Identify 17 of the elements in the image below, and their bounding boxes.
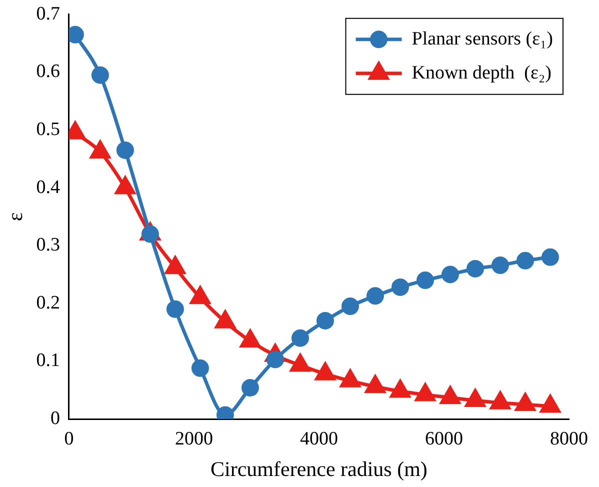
legend-label: Planar sensors (ε₁) [412,28,554,50]
y-tick-label: 0 [50,408,60,429]
y-tick-label: 0.6 [36,61,60,82]
x-tick-label: 2000 [174,428,213,450]
x-tick-label: 6000 [424,428,463,450]
x-axis-title: Circumference radius (m) [210,456,428,481]
y-tick-label: 0.5 [36,118,60,140]
y-tick-label: 0.1 [36,350,60,372]
y-axis-title: ε [3,212,28,222]
y-tick-label: 0.7 [36,3,60,24]
legend-label: Known depth (ε₂) [412,62,552,84]
x-tick-label: 0 [64,428,74,450]
y-tick-label: 0.3 [36,234,60,256]
y-tick-label: 0.4 [36,176,60,198]
x-tick-label: 4000 [300,428,338,450]
x-tick-label: 8000 [550,428,588,450]
y-tick-label: 0.2 [36,292,60,314]
